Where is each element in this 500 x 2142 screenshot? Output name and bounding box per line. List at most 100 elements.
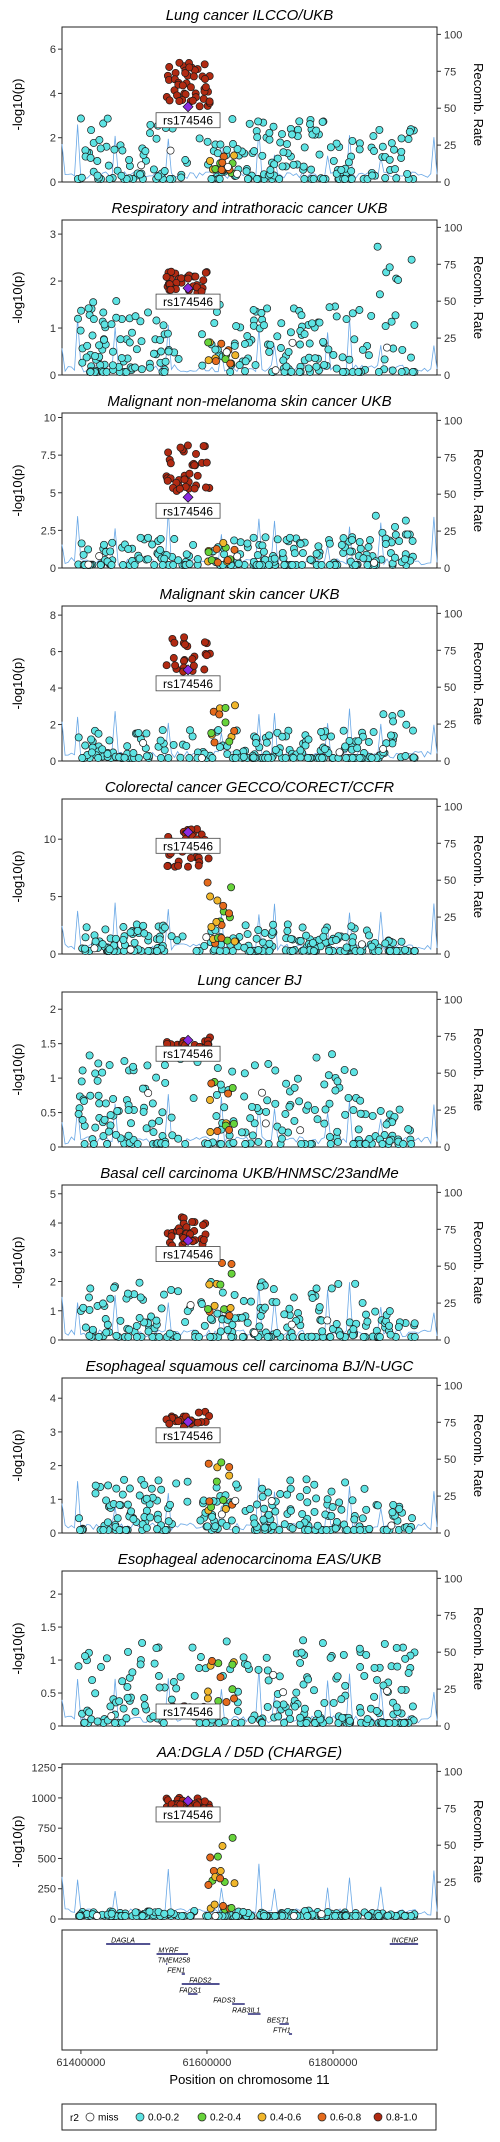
snp-point	[319, 932, 328, 941]
lead-snp-marker	[182, 664, 194, 676]
snp-point	[368, 171, 377, 180]
y2-tick-label: 50	[444, 1647, 456, 1659]
panel-9: Esophageal adenocarcinoma EAS/UKB 0 0.5 1 1.…	[10, 1551, 486, 1733]
y-tick-label: 6	[50, 647, 56, 659]
snp-point	[108, 361, 117, 370]
gene-track-frame	[61, 1929, 438, 2051]
snp-point	[331, 1912, 340, 1920]
snp-point	[248, 1715, 256, 1724]
snp-point	[254, 1665, 263, 1674]
panel-title: Esophageal adenocarcinoma EAS/UKB	[118, 1551, 382, 1568]
snp-point	[385, 1719, 394, 1727]
snp-point	[155, 935, 164, 944]
snp-point	[284, 347, 293, 356]
snp-point	[91, 352, 100, 361]
snp-point	[93, 1717, 102, 1726]
snp-point	[348, 535, 356, 544]
y-tick-label: 2.5	[41, 525, 56, 537]
y2-tick-label: 0	[444, 177, 450, 189]
snp-point	[133, 926, 142, 935]
snp-point	[391, 530, 400, 539]
snp-point	[226, 1304, 235, 1312]
snp-point	[280, 1520, 289, 1529]
lead-snp-label-box	[155, 293, 221, 310]
snp-point	[326, 1653, 335, 1662]
snp-point	[172, 1684, 181, 1693]
snp-point	[297, 1648, 306, 1657]
snp-point	[320, 1119, 329, 1128]
snp-point	[275, 1672, 284, 1681]
snp-point	[123, 1500, 132, 1509]
snp-point	[206, 892, 215, 901]
y2-tick-label: 75	[444, 66, 456, 78]
panel-title: Colorectal cancer GECCO/CORECT/CCFR	[105, 779, 394, 796]
snp-point	[130, 938, 139, 947]
snp-point	[278, 732, 287, 741]
snp-point	[109, 1094, 118, 1103]
snp-point	[210, 1301, 219, 1310]
snp-point	[107, 1712, 116, 1721]
snp-point	[397, 134, 406, 143]
snp-point	[204, 338, 213, 347]
snp-point	[346, 547, 354, 556]
snp-point	[300, 143, 309, 152]
snp-point	[297, 311, 306, 320]
snp-point	[320, 1698, 329, 1707]
snp-point	[225, 737, 234, 746]
snp-point	[216, 1280, 225, 1289]
lead-snp-label-box	[155, 1246, 221, 1262]
snp-point	[79, 550, 88, 559]
y2-tick-label: 25	[444, 912, 456, 924]
snp-point	[391, 553, 399, 562]
snp-point	[166, 146, 175, 155]
snp-point	[211, 345, 220, 354]
snp-point	[288, 338, 297, 347]
snp-point	[304, 1675, 313, 1684]
snp-point	[182, 741, 191, 750]
panel-title: Esophageal squamous cell carcinoma BJ/N-…	[86, 1358, 414, 1375]
snp-point	[308, 319, 317, 328]
snp-point	[216, 1327, 225, 1336]
snp-point	[217, 934, 226, 943]
snp-point	[252, 739, 260, 748]
plot-frame	[61, 1763, 438, 1920]
snp-point	[167, 1113, 176, 1122]
snp-point	[195, 102, 204, 111]
y2-tick-label: 0	[444, 949, 450, 961]
snp-point	[329, 350, 338, 359]
gene-label: FEN1	[167, 1968, 185, 1975]
snp-point	[149, 349, 158, 358]
snp-point	[276, 138, 285, 147]
snp-point	[94, 1059, 103, 1068]
snp-point	[111, 934, 120, 943]
snp-point	[100, 320, 109, 329]
snp-point	[134, 728, 143, 737]
snp-point	[131, 312, 140, 321]
lead-snp-marker	[182, 1416, 194, 1428]
snp-point	[325, 947, 333, 955]
snp-point	[299, 162, 308, 171]
snp-point	[379, 710, 388, 719]
snp-point	[195, 134, 204, 143]
snp-point	[306, 120, 314, 129]
snp-point	[305, 339, 314, 348]
snp-point	[304, 364, 313, 373]
snp-point	[397, 1685, 406, 1694]
y-tick-label: 0	[50, 1528, 56, 1540]
snp-point	[109, 347, 117, 356]
snp-point	[174, 355, 183, 363]
snp-point	[144, 1327, 153, 1336]
y-tick-label: 2	[50, 1004, 56, 1016]
snp-point	[231, 1526, 240, 1534]
snp-point	[243, 332, 252, 341]
y2-tick-label: 100	[444, 608, 462, 620]
snp-point	[161, 1078, 170, 1087]
snp-point	[288, 1333, 297, 1341]
legend-swatch	[197, 2112, 207, 2122]
y2-tick-label: 50	[444, 682, 456, 694]
y2-axis-label: Recomb. Rate	[471, 835, 486, 918]
y-tick-label: 0	[50, 1142, 56, 1154]
snp-point	[106, 1702, 115, 1711]
snp-point	[188, 655, 197, 664]
lead-snp-marker	[182, 491, 194, 503]
